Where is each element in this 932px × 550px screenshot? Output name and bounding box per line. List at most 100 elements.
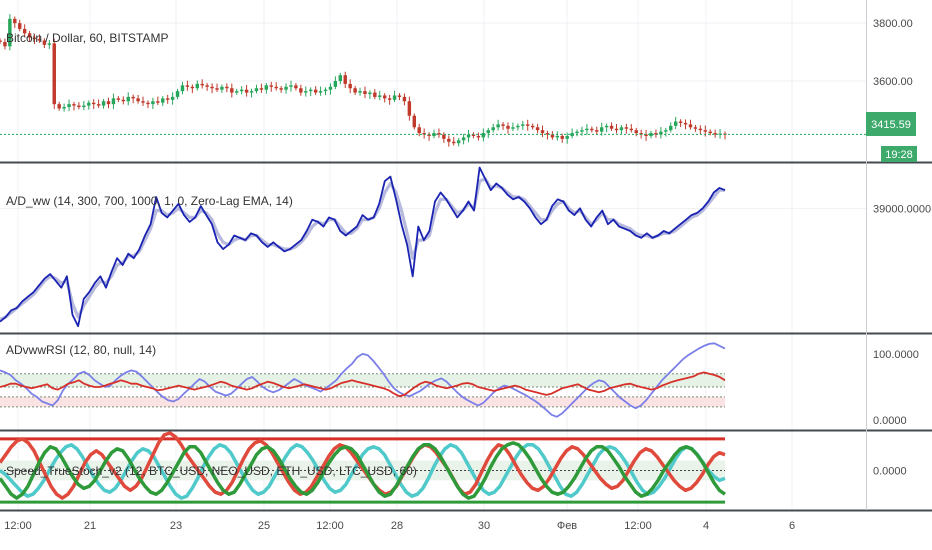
candle (491, 123, 495, 133)
candle (373, 89, 377, 100)
candle (604, 123, 609, 133)
candle (304, 86, 308, 97)
candle-body (683, 122, 688, 125)
candle-body (609, 125, 614, 129)
candle (698, 125, 703, 135)
candle (659, 126, 663, 139)
candle-body (506, 125, 510, 129)
candle-body (501, 124, 505, 126)
candle-body (185, 85, 190, 87)
candle (111, 93, 116, 110)
candle (225, 83, 229, 93)
candle-body (111, 98, 116, 105)
candle-body (32, 37, 37, 40)
candle (422, 128, 426, 139)
time-tick-label: 21 (84, 520, 96, 532)
candle (550, 131, 555, 140)
candle-body (274, 86, 278, 89)
candle-body (688, 124, 693, 128)
time-tick-label: 12:00 (316, 520, 344, 532)
candle (13, 16, 17, 29)
candle (96, 99, 101, 108)
candle-body (333, 81, 338, 87)
candle (402, 93, 407, 106)
candle-body (471, 134, 476, 136)
candle-body (205, 85, 209, 87)
candle (151, 97, 155, 110)
candle-body (456, 140, 461, 144)
candle (8, 14, 12, 51)
candle-body (540, 130, 545, 134)
candle (156, 96, 160, 106)
candle (200, 79, 204, 89)
candle (338, 72, 343, 85)
candle (146, 100, 150, 109)
candle (629, 124, 634, 133)
candle (456, 137, 461, 147)
candle-body (363, 91, 367, 95)
last-price-tag: 3415.59 19:28 (866, 112, 917, 162)
candle (136, 94, 140, 104)
candle-body (654, 133, 658, 135)
candle-body (432, 133, 436, 136)
candle (348, 79, 352, 94)
candle (269, 81, 273, 92)
candle (678, 119, 683, 127)
candle-body (698, 128, 703, 131)
candle-body (116, 98, 121, 100)
candle (264, 83, 269, 94)
candle-body (328, 86, 333, 90)
candle-body (387, 98, 392, 100)
candle-body (466, 134, 471, 138)
candle (116, 96, 121, 103)
candle (259, 83, 264, 93)
candle (530, 123, 535, 130)
candle (570, 128, 574, 139)
candle (609, 122, 614, 132)
time-tick-label: 12:00 (4, 520, 32, 532)
candle-body (72, 104, 76, 106)
ad-pane-title: A/D_ww (14, 300, 700, 1000, 1, 0, Zero-L… (6, 194, 293, 208)
candle-body (269, 85, 273, 87)
candle (466, 129, 471, 143)
series-line (0, 166, 726, 328)
candle-body (639, 133, 643, 135)
time-tick-label: 28 (391, 520, 403, 532)
candle (723, 131, 727, 140)
candle-body (678, 121, 683, 123)
last-price-label: 3415.59 (871, 119, 911, 131)
candle-body (57, 104, 61, 109)
candle (180, 81, 185, 95)
candle (121, 96, 126, 105)
candle-body (106, 101, 111, 105)
candle-body (708, 131, 712, 134)
candle-body (476, 135, 481, 138)
candle (545, 130, 550, 140)
candle-body (156, 101, 160, 103)
candle-body (220, 86, 224, 90)
candle (382, 93, 387, 103)
candle-body (8, 18, 12, 47)
candle (161, 96, 165, 106)
candle-body (47, 43, 52, 45)
candle-body (392, 95, 397, 100)
candle (62, 103, 66, 112)
candle (22, 24, 27, 37)
candle-body (313, 89, 318, 93)
candle (299, 84, 303, 96)
candle-body (412, 115, 417, 128)
candle (42, 38, 47, 49)
candle-body (284, 86, 288, 90)
candle (363, 86, 367, 99)
candle (378, 90, 382, 101)
candle-body (289, 85, 293, 87)
candle (91, 99, 96, 110)
candle (713, 129, 717, 138)
candle (3, 38, 7, 50)
candle (358, 87, 362, 96)
candle-body (200, 83, 204, 86)
candle-body (244, 89, 249, 93)
candle (244, 85, 249, 97)
candle (486, 127, 490, 138)
